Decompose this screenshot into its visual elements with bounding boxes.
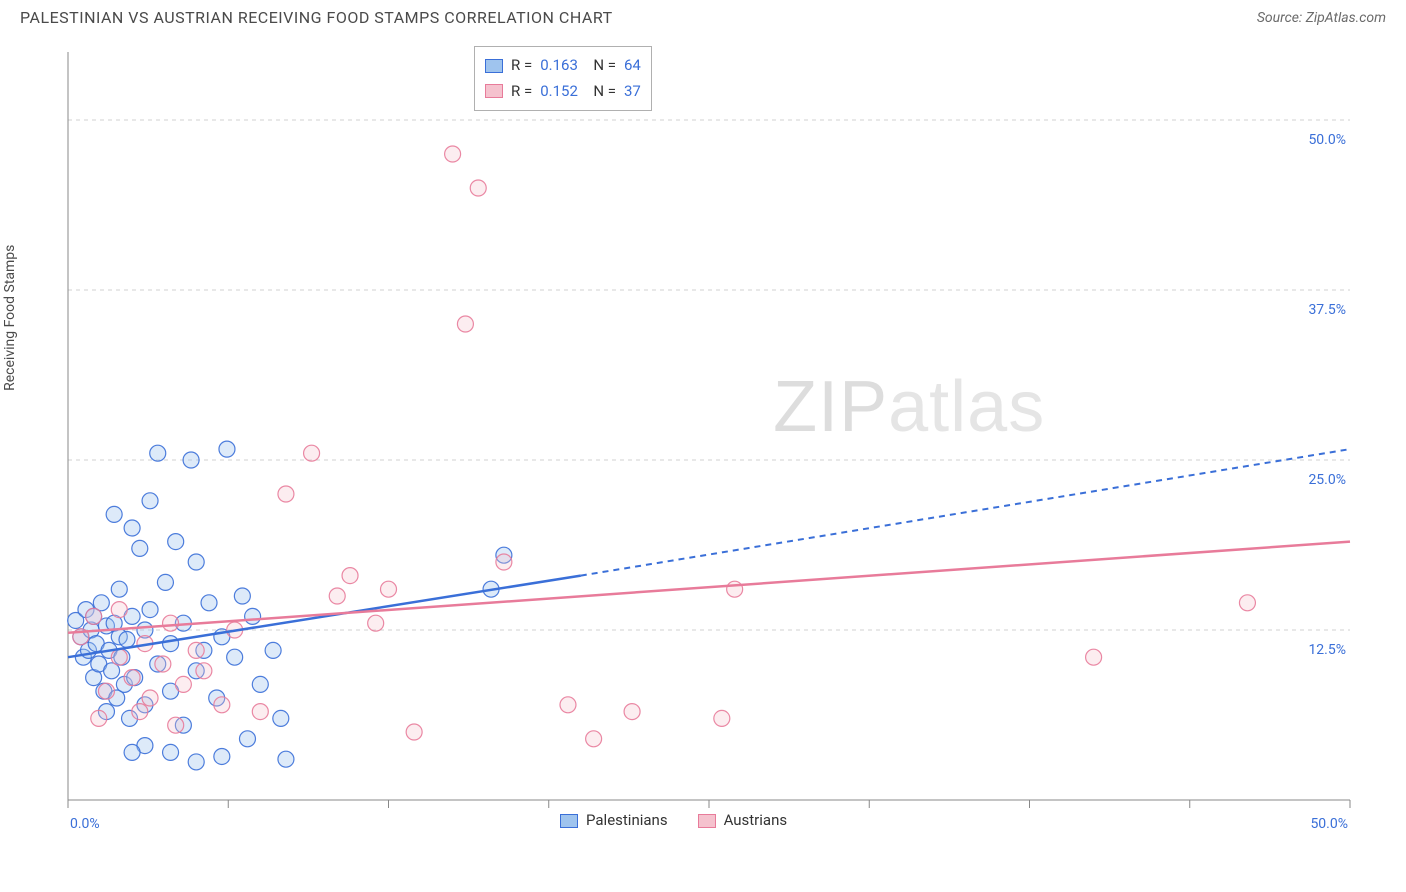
point-palestinians <box>168 534 184 550</box>
svg-text:12.5%: 12.5% <box>1308 642 1346 658</box>
point-palestinians <box>188 754 204 770</box>
point-austrians <box>278 486 294 502</box>
point-austrians <box>727 581 743 597</box>
point-palestinians <box>111 581 127 597</box>
swatch-austrians <box>698 814 716 828</box>
r-label: R = <box>511 79 532 105</box>
point-austrians <box>496 554 512 570</box>
point-palestinians <box>252 676 268 692</box>
point-austrians <box>457 316 473 332</box>
point-austrians <box>381 581 397 597</box>
point-palestinians <box>150 445 166 461</box>
point-austrians <box>155 656 171 672</box>
swatch-palestinians <box>560 814 578 828</box>
point-austrians <box>1239 595 1255 611</box>
r-label: R = <box>511 53 532 79</box>
point-austrians <box>214 697 230 713</box>
point-palestinians <box>142 493 158 509</box>
point-austrians <box>188 642 204 658</box>
point-austrians <box>252 704 268 720</box>
point-austrians <box>470 180 486 196</box>
r-value-palestinians: 0.163 <box>540 53 578 79</box>
scatter-chart: 12.5% 25.0% 37.5% 50.0% 0.0% 50.0% <box>20 40 1360 840</box>
swatch-austrians <box>485 84 503 98</box>
point-austrians <box>624 704 640 720</box>
point-austrians <box>196 663 212 679</box>
point-austrians <box>714 710 730 726</box>
stats-row-palestinians: R = 0.163 N = 64 <box>485 53 641 79</box>
point-austrians <box>304 445 320 461</box>
point-palestinians <box>214 748 230 764</box>
point-austrians <box>111 602 127 618</box>
point-palestinians <box>201 595 217 611</box>
chart-title: PALESTINIAN VS AUSTRIAN RECEIVING FOOD S… <box>20 8 613 27</box>
point-austrians <box>132 704 148 720</box>
series-legend: Palestinians Austrians <box>560 808 787 834</box>
point-austrians <box>98 683 114 699</box>
point-palestinians <box>132 540 148 556</box>
point-austrians <box>86 608 102 624</box>
point-austrians <box>124 670 140 686</box>
point-austrians <box>445 146 461 162</box>
svg-text:50.0%: 50.0% <box>1308 132 1346 148</box>
point-palestinians <box>234 588 250 604</box>
point-austrians <box>342 568 358 584</box>
svg-text:37.5%: 37.5% <box>1308 302 1346 318</box>
point-austrians <box>329 588 345 604</box>
legend-label-austrians: Austrians <box>724 808 788 834</box>
point-austrians <box>368 615 384 631</box>
svg-text:50.0%: 50.0% <box>1310 816 1348 832</box>
y-axis-label: Receiving Food Stamps <box>2 245 18 391</box>
point-palestinians <box>183 452 199 468</box>
stats-legend: R = 0.163 N = 64R = 0.152 N = 37 <box>474 46 652 111</box>
n-value-palestinians: 64 <box>624 53 641 79</box>
swatch-palestinians <box>485 59 503 73</box>
point-austrians <box>1086 649 1102 665</box>
stats-row-austrians: R = 0.152 N = 37 <box>485 79 641 105</box>
point-austrians <box>168 717 184 733</box>
point-palestinians <box>278 751 294 767</box>
point-palestinians <box>245 608 261 624</box>
point-palestinians <box>124 744 140 760</box>
point-austrians <box>142 690 158 706</box>
point-palestinians <box>239 731 255 747</box>
point-palestinians <box>106 506 122 522</box>
r-value-austrians: 0.152 <box>540 79 578 105</box>
point-palestinians <box>163 636 179 652</box>
n-label: N = <box>586 79 616 105</box>
point-palestinians <box>142 602 158 618</box>
point-austrians <box>175 676 191 692</box>
point-palestinians <box>163 744 179 760</box>
point-austrians <box>91 710 107 726</box>
point-palestinians <box>265 642 281 658</box>
n-label: N = <box>586 53 616 79</box>
point-austrians <box>163 615 179 631</box>
point-austrians <box>586 731 602 747</box>
n-value-austrians: 37 <box>624 79 641 105</box>
svg-text:25.0%: 25.0% <box>1308 472 1346 488</box>
trendline-austrians <box>68 542 1350 633</box>
point-austrians <box>111 649 127 665</box>
point-palestinians <box>188 554 204 570</box>
legend-item-palestinians: Palestinians <box>560 808 668 834</box>
chart-container: Receiving Food Stamps 12.5%25.0%37.5%50.… <box>20 40 1386 872</box>
point-austrians <box>560 697 576 713</box>
trendline-ext-palestinians <box>581 449 1350 575</box>
point-palestinians <box>273 710 289 726</box>
point-palestinians <box>227 649 243 665</box>
source-label: Source: ZipAtlas.com <box>1257 10 1386 26</box>
point-palestinians <box>219 441 235 457</box>
point-palestinians <box>157 574 173 590</box>
point-palestinians <box>119 632 135 648</box>
svg-text:0.0%: 0.0% <box>70 816 100 832</box>
legend-label-palestinians: Palestinians <box>586 808 668 834</box>
legend-item-austrians: Austrians <box>698 808 788 834</box>
point-austrians <box>406 724 422 740</box>
point-palestinians <box>124 520 140 536</box>
